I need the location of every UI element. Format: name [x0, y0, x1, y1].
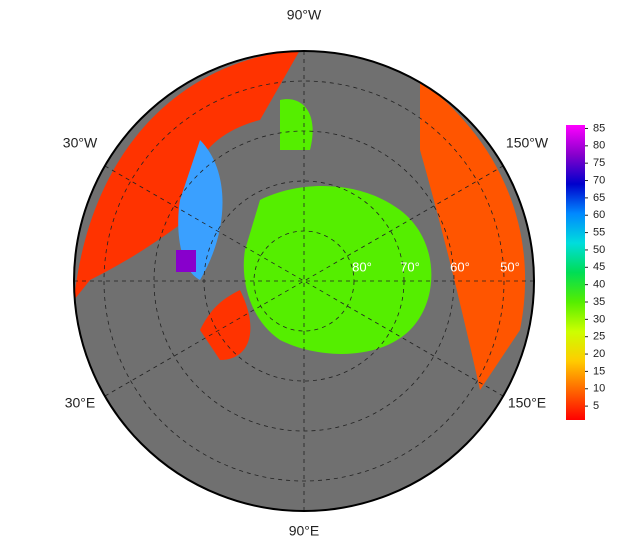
colorbar-tick-label: 80 [593, 140, 605, 152]
lon-label: 90°W [287, 7, 322, 23]
colorbar-tick-label: 20 [593, 348, 605, 360]
colorbar-tick-label: 50 [593, 244, 605, 256]
colorbar-tick-label: 85 [593, 122, 605, 134]
lon-label: 30°W [63, 135, 98, 151]
ocean-south [200, 290, 251, 360]
colorbar-tick-label: 35 [593, 296, 605, 308]
colorbar-tick-label: 75 [593, 157, 605, 169]
lat-label: 50° [500, 259, 520, 274]
colorbar-tick-label: 70 [593, 174, 605, 186]
colorbar-tick-label: 65 [593, 192, 605, 204]
lon-label: 150°W [506, 135, 549, 151]
sea-ice [243, 99, 432, 354]
colorbar-tick-label: 40 [593, 279, 605, 291]
colorbar-tick-label: 30 [593, 313, 605, 325]
graticule [74, 51, 534, 511]
colorbar-tick-label: 55 [593, 226, 605, 238]
ocean-high [176, 250, 196, 272]
ocean-east [420, 80, 526, 390]
lon-label: 90°E [289, 523, 320, 539]
map-border [73, 50, 535, 512]
ocean-mid [178, 140, 223, 280]
ocean-west [74, 51, 300, 300]
colorbar-tick-label: 60 [593, 209, 605, 221]
colorbar-tick-label: 10 [593, 383, 605, 395]
colorbar-tick-label: 45 [593, 261, 605, 273]
colorbar-tick-label: 15 [593, 365, 605, 377]
lat-label: 80° [352, 259, 372, 274]
map-area [74, 51, 534, 511]
lat-label: 60° [450, 259, 470, 274]
lat-label: 70° [400, 259, 420, 274]
colorbar-tick-label: 5 [593, 400, 599, 412]
colorbar: 5 10 15 20 25 30 35 40 45 50 55 60 65 70 75 80 85 [566, 122, 605, 420]
colorbar-scale [566, 125, 585, 420]
colorbar-tick-label: 25 [593, 331, 605, 343]
lon-label: 30°E [65, 395, 96, 411]
lon-label: 150°E [508, 395, 546, 411]
